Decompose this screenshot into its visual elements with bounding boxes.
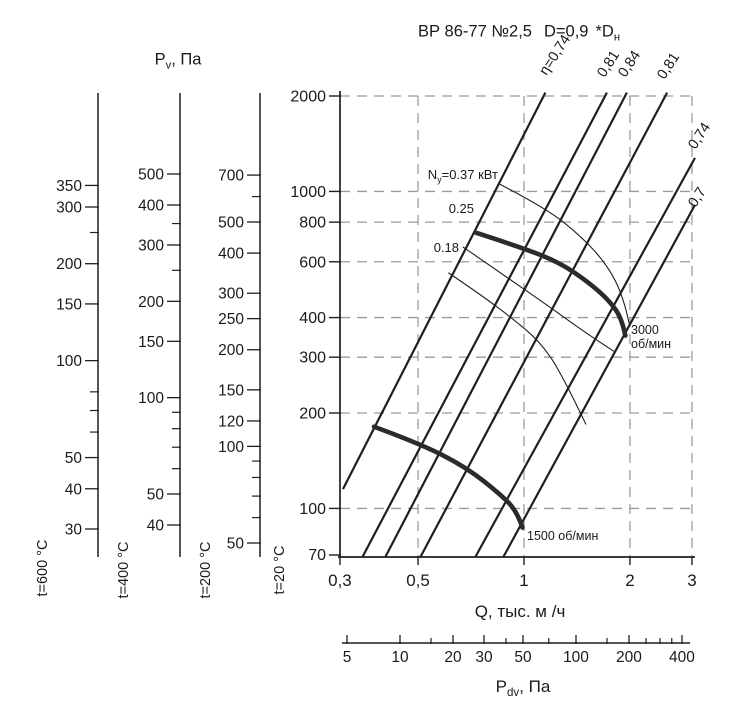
x-tick-label-4: 3 [687, 571, 696, 590]
chart-title-dn: *Dн [595, 22, 621, 44]
temp-scale-0-label-150: 150 [56, 296, 82, 313]
temp-label-200: t=200 °C [198, 541, 214, 599]
x-tick-label-1: 0,5 [406, 571, 430, 590]
temp-scale-1-label-200: 200 [138, 294, 164, 311]
y-tick-label-800: 800 [299, 215, 326, 232]
pdv-tick-label-10: 10 [391, 649, 409, 666]
power-curve-0.37 [498, 183, 630, 324]
power-curve-0.25 [462, 246, 615, 352]
q-axis-title: Q, тыс. м /ч [474, 602, 566, 621]
temp-scale-2-label-300: 300 [218, 286, 244, 303]
y-tick-label-70: 70 [308, 547, 326, 564]
chart-title-diameter: D=0,9 [543, 22, 589, 41]
temp-scale-2-label-150: 150 [218, 382, 244, 399]
temp-scale-0-label-40: 40 [65, 481, 83, 498]
pdv-tick-label-30: 30 [475, 649, 493, 666]
y-tick-label-1000: 1000 [290, 184, 326, 201]
temp-scale-2-label-120: 120 [218, 413, 244, 430]
pdv-tick-label-400: 400 [669, 649, 695, 666]
speed-label-1500: 1500 об/мин [527, 529, 599, 543]
efficiency-line-5 [502, 204, 696, 559]
temp-scale-0-label-30: 30 [65, 522, 83, 539]
pv-axis-title: Pv, Па [154, 50, 202, 72]
temp-scale-2-label-50: 50 [227, 536, 245, 553]
y-tick-label-2000: 2000 [290, 89, 326, 106]
power-curve-0.18 [448, 272, 587, 425]
pdv-tick-label-100: 100 [563, 649, 589, 666]
temp-label-600: t=600 °C [35, 539, 51, 597]
y-tick-label-300: 300 [299, 350, 326, 367]
chart-title-model: ВР 86-77 №2,5 [417, 22, 532, 41]
efficiency-line-4 [474, 157, 696, 559]
temp-scale-1-label-150: 150 [138, 334, 164, 351]
temp-scale-2-label-700: 700 [218, 168, 244, 185]
efficiency-line-3 [419, 92, 669, 559]
pdv-axis-title: Pdv, Па [495, 676, 551, 700]
efficiency-line-0 [341, 92, 547, 490]
temp-scale-2-label-200: 200 [218, 342, 244, 359]
pdv-tick-label-50: 50 [514, 649, 532, 666]
temp-scale-0-label-100: 100 [56, 353, 82, 370]
temp-scale-1-label-300: 300 [138, 237, 164, 254]
pdv-tick-label-5: 5 [343, 649, 352, 666]
chart-title: ВР 86-77 №2,5 D=0,9 *Dн [418, 22, 620, 43]
temp-scale-1-label-50: 50 [147, 486, 165, 503]
x-tick-label-0: 0,3 [328, 571, 352, 590]
temp-scale-1-label-400: 400 [138, 198, 164, 215]
temp-scale-1-label-40: 40 [147, 518, 165, 535]
speed-curve-1500 [371, 424, 525, 530]
temp-scale-0-label-50: 50 [65, 450, 83, 467]
temp-scale-1-label-500: 500 [138, 166, 164, 183]
power-label-018: 0.18 [433, 240, 459, 255]
efficiency-line-2 [384, 92, 628, 559]
pdv-tick-label-200: 200 [616, 649, 642, 666]
temp-label-20: t=20 °C [272, 545, 288, 595]
temp-scale-0-label-300: 300 [56, 200, 82, 217]
power-label-025: 0.25 [448, 201, 474, 216]
speed-label-3000: 3000 об/мин [631, 323, 672, 351]
efficiency-line-1 [361, 92, 608, 559]
power-label-037: Nу=0.37 кВт [427, 167, 498, 185]
y-tick-label-200: 200 [299, 406, 326, 423]
speed-curve-3000 [473, 230, 628, 338]
y-tick-label-400: 400 [299, 310, 326, 327]
temp-scale-1-label-100: 100 [138, 390, 164, 407]
pdv-tick-label-20: 20 [444, 649, 462, 666]
temp-scale-2-label-100: 100 [218, 439, 244, 456]
temp-scale-2-label-250: 250 [218, 311, 244, 328]
temp-scale-0-label-350: 350 [56, 178, 82, 195]
x-tick-label-3: 2 [625, 571, 634, 590]
temp-scale-2-label-500: 500 [218, 215, 244, 232]
x-tick-label-2: 1 [519, 571, 528, 590]
temp-label-400: t=400 °C [116, 541, 132, 599]
y-tick-label-100: 100 [299, 501, 326, 518]
temp-scale-2-label-400: 400 [218, 246, 244, 263]
y-tick-label-600: 600 [299, 254, 326, 271]
temp-scale-0-label-200: 200 [56, 256, 82, 273]
